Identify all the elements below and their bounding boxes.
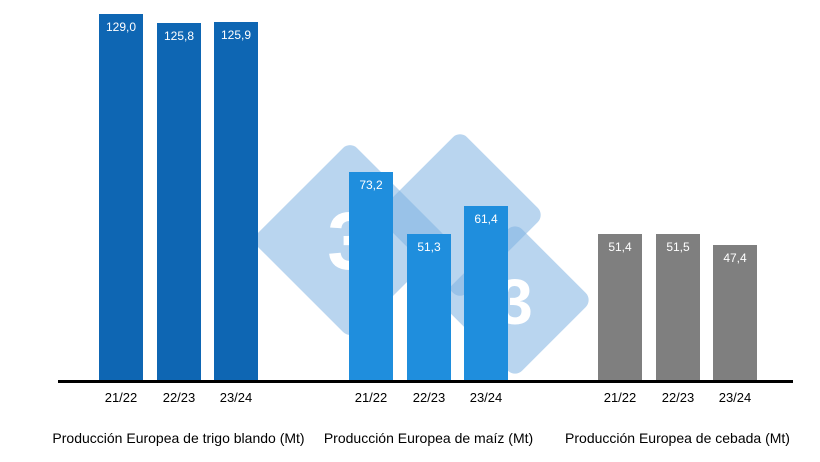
bar <box>214 22 258 380</box>
x-tick-label: 23/24 <box>219 390 253 405</box>
bar-value-label: 125,9 <box>220 28 252 42</box>
x-tick-label: 23/24 <box>469 390 503 405</box>
x-tick-label: 23/24 <box>718 390 752 405</box>
bar-value-label: 125,8 <box>163 29 195 43</box>
bar-value-label: 51,5 <box>666 240 690 254</box>
bar <box>656 234 700 380</box>
bar <box>407 234 451 380</box>
bar-value-label: 51,4 <box>608 240 632 254</box>
bar <box>157 23 201 380</box>
x-axis-line <box>58 380 793 383</box>
bar <box>464 206 508 380</box>
bar <box>349 172 393 380</box>
bar-value-label: 73,2 <box>359 178 383 192</box>
x-tick-label: 21/22 <box>354 390 388 405</box>
bar <box>99 14 143 380</box>
bar-value-label: 51,3 <box>417 240 441 254</box>
x-tick-label: 21/22 <box>104 390 138 405</box>
x-tick-label: 22/23 <box>162 390 196 405</box>
series-caption: Producción Europea de cebada (Mt) <box>565 430 790 446</box>
bar-value-label: 61,4 <box>474 212 498 226</box>
x-tick-label: 22/23 <box>412 390 446 405</box>
bar <box>598 234 642 380</box>
bar-value-label: 129,0 <box>105 20 137 34</box>
x-tick-label: 21/22 <box>603 390 637 405</box>
bar-value-label: 47,4 <box>723 251 747 265</box>
bar <box>713 245 757 380</box>
series-caption: Producción Europea de trigo blando (Mt) <box>52 430 305 446</box>
x-tick-label: 22/23 <box>661 390 695 405</box>
series-caption: Producción Europea de maíz (Mt) <box>323 430 534 446</box>
